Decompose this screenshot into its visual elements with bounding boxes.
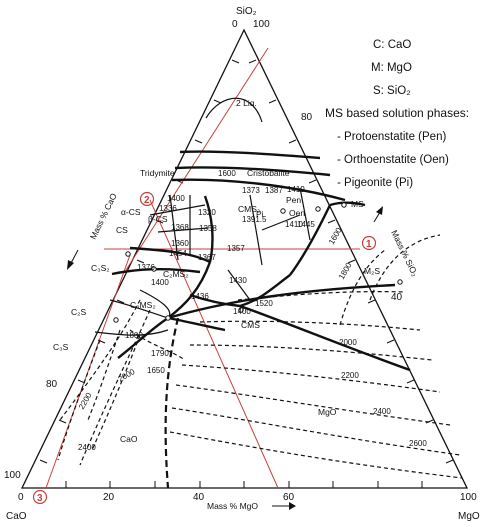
tick-bottom-20: 20 <box>103 492 115 503</box>
phase-pi: Pi <box>256 209 264 219</box>
tick-bottom-60: 60 <box>283 492 295 503</box>
phase-c3s: C₃S <box>53 342 69 352</box>
isotherm-1358: 1358 <box>199 224 217 233</box>
phase-cs: CS <box>116 225 128 235</box>
isotherm-1400-c: 1400 <box>233 307 251 316</box>
isotherm-1436: 1436 <box>191 292 209 301</box>
isotherm-1430: 1430 <box>229 276 247 285</box>
isotherm-2000-b: 2000 <box>117 367 137 384</box>
phase-c2ms2: C₂MS₂ <box>163 269 189 279</box>
axis-arrows <box>67 206 383 510</box>
phase-c3ms2: C₃MS₂ <box>130 300 156 310</box>
isotherm-1387: 1387 <box>265 186 283 195</box>
legend-item-oen: - Orthoenstatite (Oen) <box>337 154 449 166</box>
marker-2: 2 <box>139 191 155 207</box>
svg-text:2: 2 <box>144 195 150 206</box>
apex-left-label: CaO <box>6 511 27 522</box>
tick-left-100: 100 <box>4 470 21 481</box>
isotherm-1400-b: 1400 <box>151 278 169 287</box>
isotherm-1600-a: 1600 <box>218 169 236 178</box>
axis-label-sio2: Mass % SiO₂ <box>389 228 420 277</box>
isotherm-1367: 1367 <box>198 253 216 262</box>
point-markers <box>113 202 403 323</box>
tick-bottom-0: 0 <box>18 492 24 503</box>
phase-cristobalite: Cristobalite <box>247 168 290 178</box>
legend-c: C: CaO <box>373 39 411 51</box>
tick-left-80: 80 <box>46 379 58 390</box>
isotherm-1445: 1445 <box>297 220 315 229</box>
phase-boundaries <box>111 150 411 372</box>
isotherm-1368: 1368 <box>171 223 189 232</box>
isotherm-1800-a: 1800 <box>337 261 354 281</box>
legend-item-pi: - Pigeonite (Pi) <box>337 177 413 189</box>
axis-label-cao: Mass % CaO <box>88 191 119 241</box>
isotherm-1454: 1454 <box>169 249 187 258</box>
phase-c3s2: C₃S₂ <box>91 263 110 273</box>
phase-cms: CMS <box>241 320 260 330</box>
phase-cao: CaO <box>120 434 138 444</box>
phase-c2s: C₂S <box>71 307 86 317</box>
phase-oen: Oen <box>289 208 305 218</box>
tick-right-40: 40 <box>391 292 403 303</box>
marker-3: 3 <box>32 489 48 505</box>
isotherm-1376: 1376 <box>137 263 155 272</box>
isotherm-1357: 1357 <box>227 244 245 253</box>
isotherm-2600: 2600 <box>409 439 427 448</box>
isotherm-1800-b: 1800 <box>125 331 143 340</box>
marker-1: 1 <box>361 235 377 251</box>
isotherm-2400-a: 2400 <box>373 407 391 416</box>
isotherm-1373: 1373 <box>242 186 260 195</box>
isotherm-1360: 1360 <box>171 239 189 248</box>
tick-top-100: 100 <box>253 19 270 30</box>
isotherm-1650: 1650 <box>147 366 165 375</box>
isotherm-1320: 1320 <box>198 208 216 217</box>
isotherm-1419: 1419 <box>287 185 305 194</box>
legend-s: S: SiO₂ <box>373 85 411 97</box>
apex-top-label: SiO₂ <box>236 6 257 17</box>
isotherm-1790: 1790 <box>151 349 169 358</box>
phase-alpha-cs: α-CS <box>121 207 141 217</box>
phase-mgo: MgO <box>318 407 337 417</box>
isotherm-2400-b: 2400 <box>78 443 96 452</box>
isotherm-2200-a: 2200 <box>341 371 359 380</box>
isotherm-1336: 1336 <box>159 204 177 213</box>
phase-tridymite: Tridymite <box>140 168 175 178</box>
phase-pen: Pen <box>286 195 301 205</box>
cms-dashed-boundary <box>164 317 180 489</box>
phase-two-liquid: 2 Liq. <box>236 98 257 108</box>
isotherm-2000-a: 2000 <box>339 338 357 347</box>
axis-label-mgo: Mass % MgO <box>207 501 258 511</box>
isotherm-1391: 1391.5 <box>242 215 267 224</box>
tick-bottom-100: 100 <box>460 492 477 503</box>
isotherm-1400-a: 1400 <box>167 194 185 203</box>
phase-m2s: M₂S <box>364 266 380 276</box>
isotherm-lines <box>57 234 463 479</box>
isotherm-1410: 1410 <box>285 220 303 229</box>
svg-text:1: 1 <box>366 239 372 250</box>
phase-beta-cs: β-CS <box>148 214 168 224</box>
tick-bottom-40: 40 <box>193 492 205 503</box>
tick-top-0: 0 <box>232 19 238 30</box>
two-liquid-dome <box>205 97 263 123</box>
phase-ms: MS <box>351 199 364 209</box>
legend-m: M: MgO <box>371 62 412 74</box>
legend: C: CaO M: MgO S: SiO₂ MS based solution … <box>325 39 469 189</box>
tick-right-80: 80 <box>301 112 313 123</box>
apex-right-label: MgO <box>458 511 480 522</box>
legend-title: MS based solution phases: <box>325 106 469 120</box>
phase-cms2: CMS₂ <box>238 204 260 214</box>
svg-text:3: 3 <box>37 493 43 504</box>
isotherm-1520: 1520 <box>255 299 273 308</box>
edge-ticks <box>39 59 454 488</box>
legend-item-pen: - Protoenstatite (Pen) <box>337 131 446 143</box>
